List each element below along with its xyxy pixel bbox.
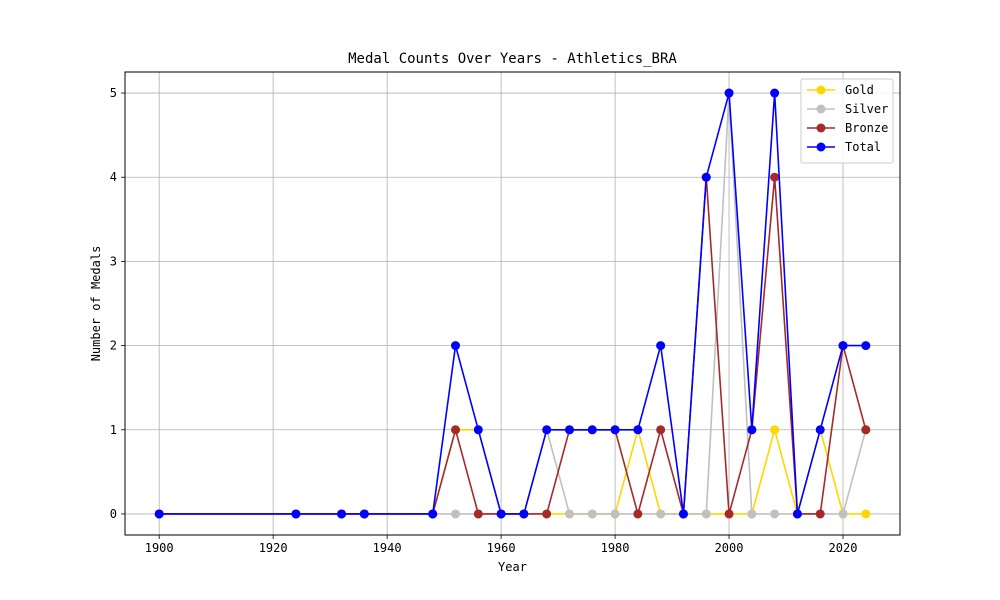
plot-frame (124, 71, 901, 536)
y-tick-label: 3 (110, 254, 117, 268)
x-tick-label: 2000 (715, 541, 744, 555)
legend-item-total: Total (807, 140, 881, 154)
data-point-bronze (770, 172, 780, 182)
chart-title: Medal Counts Over Years - Athletics_BRA (348, 51, 677, 67)
data-point-silver (838, 509, 848, 519)
x-tick-label: 2020 (829, 541, 858, 555)
series-line-total (159, 92, 866, 515)
legend-frame (800, 78, 894, 164)
x-axis-title: Year (498, 560, 527, 574)
data-point-total (633, 425, 643, 435)
data-point-total (656, 341, 666, 351)
data-point-bronze (656, 425, 666, 435)
x-tick-label: 1900 (145, 541, 174, 555)
data-point-total (747, 425, 757, 435)
series-gold (154, 425, 871, 519)
data-point-silver (610, 509, 620, 519)
data-point-total (770, 88, 780, 98)
data-point-total (610, 425, 620, 435)
data-point-total (838, 341, 848, 351)
data-point-total (564, 425, 574, 435)
x-tick-label: 1920 (259, 541, 288, 555)
data-point-total (587, 425, 597, 435)
y-tick-label: 1 (110, 423, 117, 437)
series-layer (154, 88, 871, 519)
data-point-total (815, 425, 825, 435)
x-tick-label: 1960 (487, 541, 516, 555)
data-point-total (359, 509, 369, 519)
y-axis-title: Number of Medals (89, 246, 103, 362)
data-point-silver (656, 509, 666, 519)
legend-swatch-marker (816, 85, 826, 95)
y-tick-label: 2 (110, 339, 117, 353)
data-point-total (861, 341, 871, 351)
data-point-total (473, 425, 483, 435)
legend-swatch-marker (816, 104, 826, 114)
legend-label: Gold (845, 83, 874, 97)
x-tick-label: 1940 (373, 541, 402, 555)
data-point-total (701, 172, 711, 182)
series-line-gold (159, 428, 866, 515)
data-point-total (451, 341, 461, 351)
data-point-bronze (861, 425, 871, 435)
legend-label: Bronze (845, 121, 888, 135)
data-point-silver (587, 509, 597, 519)
legend-item-gold: Gold (807, 83, 874, 97)
data-point-bronze (451, 425, 461, 435)
data-point-gold (861, 509, 871, 519)
data-point-total (724, 88, 734, 98)
legend-swatch-marker (816, 123, 826, 133)
series-total (154, 88, 871, 519)
legend-label: Silver (845, 102, 888, 116)
data-point-silver (701, 509, 711, 519)
data-point-bronze (815, 509, 825, 519)
data-point-bronze (542, 509, 552, 519)
data-point-gold (770, 425, 780, 435)
data-point-total (678, 509, 688, 519)
data-point-total (496, 509, 506, 519)
legend-swatch-marker (816, 142, 826, 152)
data-point-total (337, 509, 347, 519)
data-point-total (428, 509, 438, 519)
data-point-total (291, 509, 301, 519)
legend-label: Total (845, 140, 881, 154)
ticks: 1900 1920 1940 1960 1980 2000 2020 0 1 2 3 4 5 (110, 86, 858, 555)
data-point-total (792, 509, 802, 519)
x-tick-label: 1980 (601, 541, 630, 555)
data-point-bronze (633, 509, 643, 519)
data-point-bronze (473, 509, 483, 519)
data-point-total (154, 509, 164, 519)
y-tick-label: 5 (110, 86, 117, 100)
data-point-silver (747, 509, 757, 519)
data-point-bronze (724, 509, 734, 519)
legend: Gold Silver Bronze Total (800, 78, 894, 164)
y-tick-label: 0 (110, 507, 117, 521)
data-point-silver (770, 509, 780, 519)
legend-item-bronze: Bronze (807, 121, 888, 135)
data-point-total (542, 425, 552, 435)
data-point-silver (564, 509, 574, 519)
data-point-silver (451, 509, 461, 519)
legend-item-silver: Silver (807, 102, 888, 116)
y-tick-label: 4 (110, 170, 117, 184)
data-point-total (519, 509, 529, 519)
